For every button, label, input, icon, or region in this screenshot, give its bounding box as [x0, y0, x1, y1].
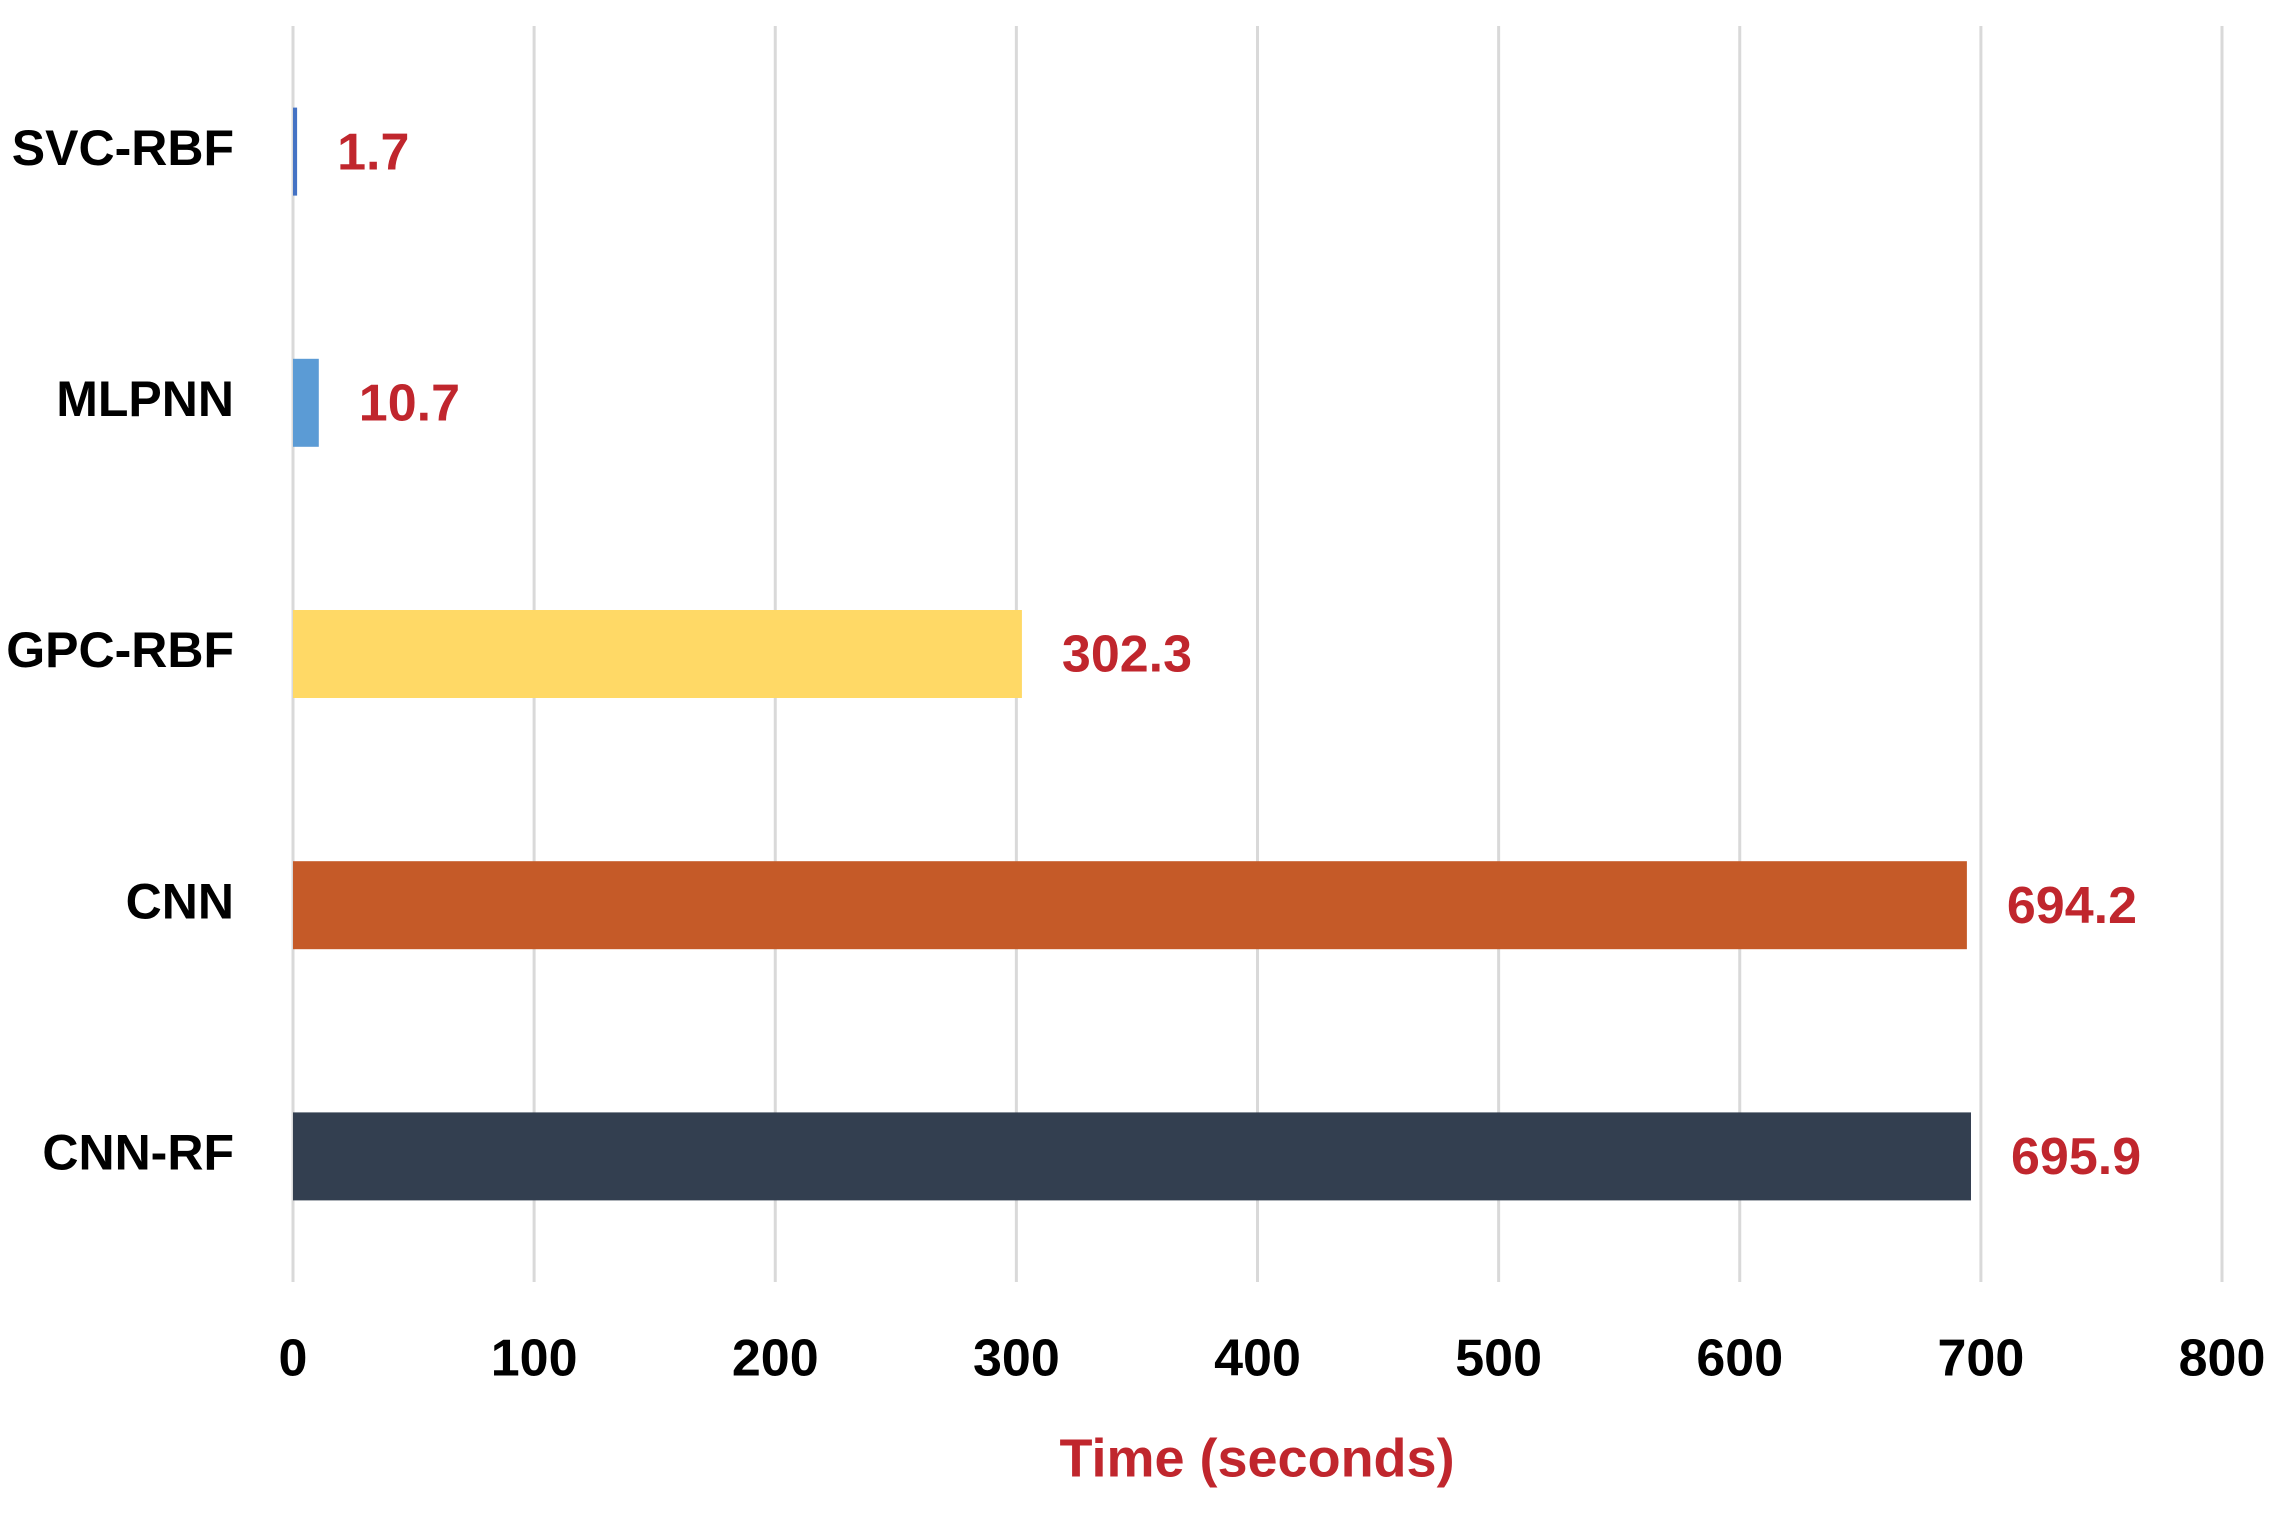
- x-tick-label: 200: [732, 1330, 819, 1388]
- bar: [293, 610, 1022, 698]
- x-tick-label: 700: [1937, 1330, 2024, 1388]
- value-label: 694.2: [2007, 877, 2137, 935]
- x-tick-label: 800: [2179, 1330, 2266, 1388]
- bar: [293, 107, 298, 196]
- value-label: 10.7: [359, 375, 460, 433]
- x-tick-label: 600: [1696, 1330, 1783, 1388]
- y-tick-label: SVC-RBF: [12, 120, 234, 176]
- x-tick-label: 500: [1455, 1330, 1542, 1388]
- x-tick-label: 0: [279, 1330, 308, 1388]
- x-tick-label: 400: [1214, 1330, 1301, 1388]
- y-tick-label: CNN-RF: [42, 1125, 234, 1181]
- value-label: 1.7: [337, 123, 409, 181]
- y-tick-label: MLPNN: [56, 371, 234, 427]
- bar: [293, 861, 1967, 950]
- y-tick-label: CNN: [126, 873, 234, 929]
- bar: [293, 358, 319, 447]
- value-label: 695.9: [2011, 1128, 2141, 1186]
- value-label: 302.3: [1062, 626, 1192, 684]
- x-tick-label: 100: [491, 1330, 578, 1388]
- x-axis-title: Time (seconds): [1059, 1428, 1454, 1488]
- bar: [293, 1112, 1971, 1201]
- y-tick-label: GPC-RBF: [6, 622, 234, 678]
- x-tick-label: 300: [973, 1330, 1060, 1388]
